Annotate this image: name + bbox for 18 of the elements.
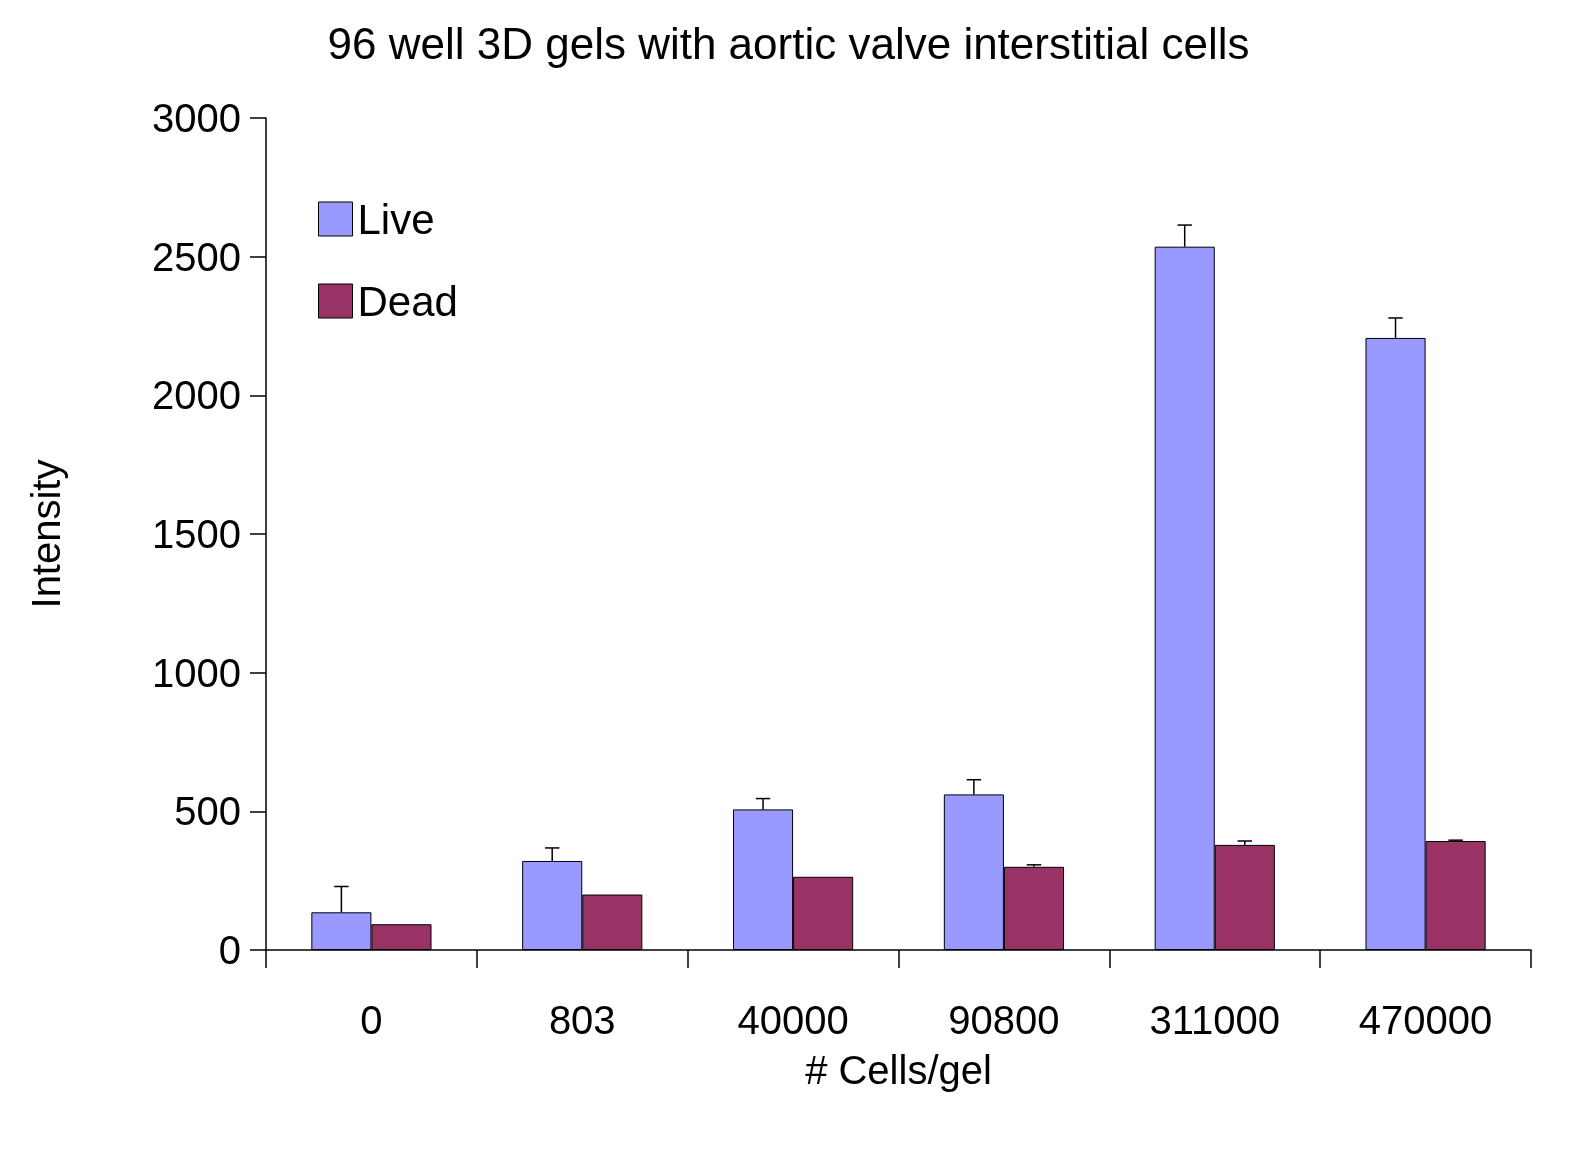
y-tick-label: 3000 <box>152 96 241 140</box>
legend-label: Dead <box>357 277 458 325</box>
x-tick-label: 40000 <box>737 998 849 1042</box>
chart-title: 96 well 3D gels with aortic valve interstitial cells <box>327 18 1250 68</box>
y-tick-label: 1500 <box>152 512 241 556</box>
x-tick-label: 0 <box>360 998 383 1042</box>
y-tick-label: 1000 <box>152 650 241 695</box>
y-tick-label: 2500 <box>152 234 241 279</box>
x-tick-label: 470000 <box>1358 998 1493 1042</box>
y-tick-label: 0 <box>218 928 241 972</box>
y-tick-label: 2000 <box>152 373 241 418</box>
y-axis-title: Intensity <box>24 459 68 609</box>
x-tick-label: 311000 <box>1149 998 1281 1042</box>
legend-label: Live <box>357 195 435 243</box>
x-tick-label: 803 <box>548 998 616 1042</box>
x-tick-label: 90800 <box>948 998 1060 1042</box>
y-tick-label: 500 <box>174 789 241 834</box>
x-axis-title: # Cells/gel <box>805 1048 992 1092</box>
